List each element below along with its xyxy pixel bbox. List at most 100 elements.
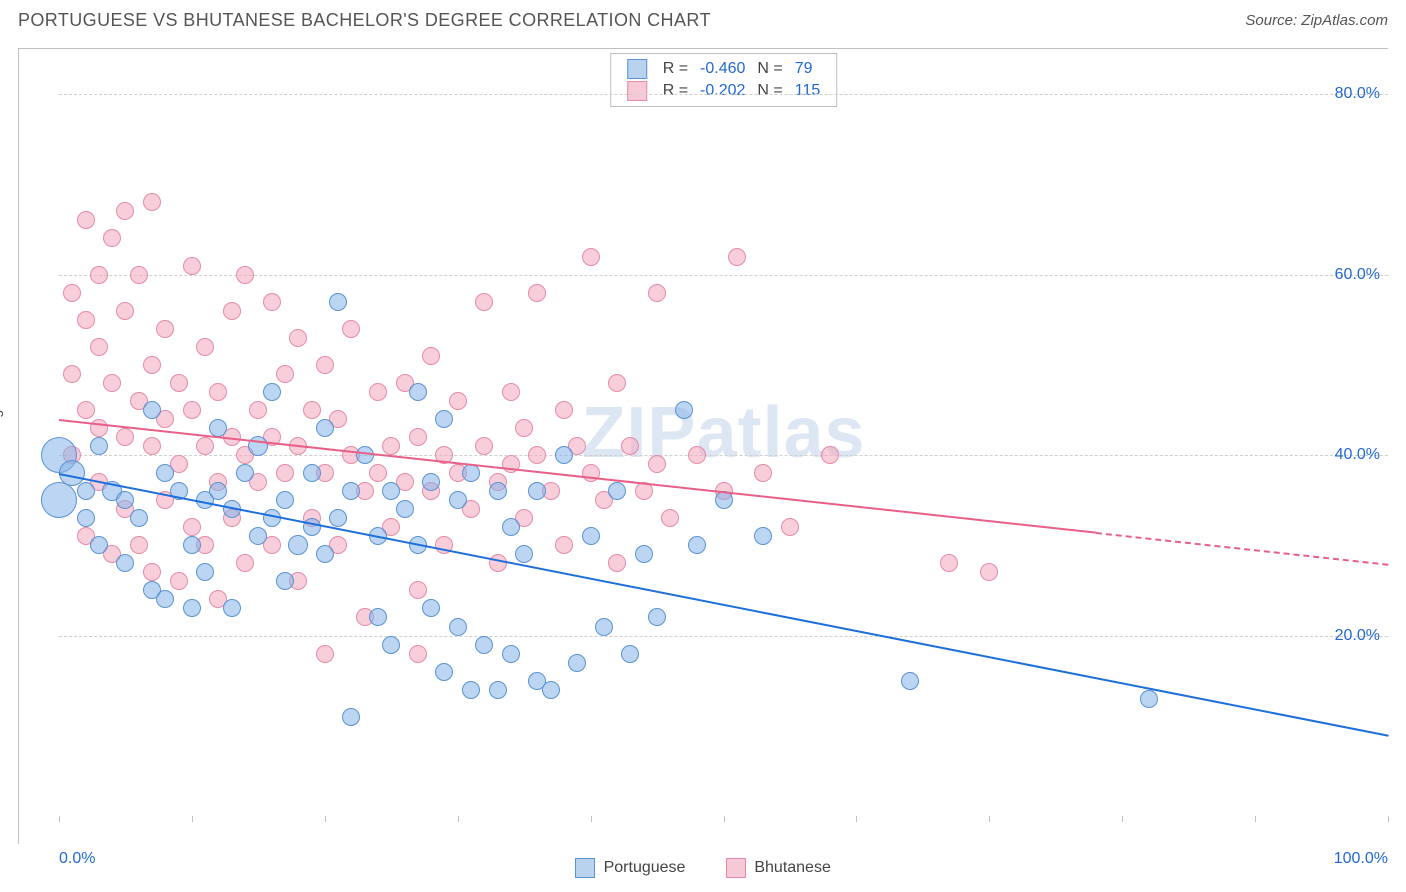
n-label: N = bbox=[751, 58, 788, 80]
scatter-point bbox=[196, 563, 214, 581]
scatter-point bbox=[582, 527, 600, 545]
x-tick bbox=[325, 816, 326, 822]
n-label: N = bbox=[751, 80, 788, 102]
scatter-point bbox=[555, 446, 573, 464]
scatter-point bbox=[90, 338, 108, 356]
scatter-point bbox=[63, 365, 81, 383]
scatter-point bbox=[901, 672, 919, 690]
x-tick bbox=[59, 816, 60, 822]
x-tick bbox=[989, 816, 990, 822]
scatter-point bbox=[183, 518, 201, 536]
plot-area: ZIPatlas R = -0.460 N = 79 R = -0.202 N … bbox=[59, 49, 1388, 816]
source-attribution: Source: ZipAtlas.com bbox=[1245, 12, 1388, 29]
scatter-point bbox=[116, 302, 134, 320]
scatter-point bbox=[595, 618, 613, 636]
scatter-point bbox=[821, 446, 839, 464]
scatter-point bbox=[103, 229, 121, 247]
scatter-point bbox=[728, 248, 746, 266]
scatter-point bbox=[409, 581, 427, 599]
scatter-point bbox=[116, 202, 134, 220]
scatter-point bbox=[276, 572, 294, 590]
legend-item-bhutanese: Bhutanese bbox=[726, 859, 831, 876]
swatch-bhutanese bbox=[726, 858, 746, 878]
scatter-point bbox=[980, 563, 998, 581]
r-label: R = bbox=[657, 80, 694, 102]
scatter-point bbox=[236, 464, 254, 482]
scatter-point bbox=[63, 284, 81, 302]
scatter-point bbox=[528, 284, 546, 302]
scatter-point bbox=[276, 491, 294, 509]
y-tick-label: 60.0% bbox=[1335, 266, 1380, 284]
scatter-point bbox=[183, 401, 201, 419]
gridline bbox=[59, 636, 1388, 637]
r-value: -0.460 bbox=[694, 58, 751, 80]
correlation-table: R = -0.460 N = 79 R = -0.202 N = 115 bbox=[621, 58, 827, 102]
scatter-point bbox=[396, 500, 414, 518]
scatter-point bbox=[342, 708, 360, 726]
scatter-point bbox=[409, 645, 427, 663]
scatter-point bbox=[369, 383, 387, 401]
scatter-point bbox=[90, 536, 108, 554]
scatter-point bbox=[236, 554, 254, 572]
swatch-portuguese bbox=[627, 59, 647, 79]
scatter-point bbox=[209, 383, 227, 401]
scatter-point bbox=[382, 636, 400, 654]
x-tick bbox=[1255, 816, 1256, 822]
scatter-point bbox=[276, 464, 294, 482]
scatter-point bbox=[303, 401, 321, 419]
n-value: 115 bbox=[789, 80, 827, 102]
scatter-point bbox=[130, 536, 148, 554]
scatter-point bbox=[156, 464, 174, 482]
scatter-point bbox=[515, 545, 533, 563]
x-tick bbox=[724, 816, 725, 822]
scatter-point bbox=[183, 599, 201, 617]
scatter-point bbox=[369, 464, 387, 482]
scatter-point bbox=[582, 248, 600, 266]
trend-line bbox=[59, 473, 1388, 737]
scatter-point bbox=[369, 608, 387, 626]
swatch-portuguese bbox=[575, 858, 595, 878]
scatter-point bbox=[621, 437, 639, 455]
scatter-point bbox=[288, 535, 308, 555]
scatter-point bbox=[675, 401, 693, 419]
scatter-point bbox=[940, 554, 958, 572]
scatter-point bbox=[688, 446, 706, 464]
scatter-point bbox=[303, 464, 321, 482]
scatter-point bbox=[316, 645, 334, 663]
scatter-point bbox=[329, 293, 347, 311]
source-name: ZipAtlas.com bbox=[1301, 12, 1388, 29]
r-value: -0.202 bbox=[694, 80, 751, 102]
y-tick-label: 20.0% bbox=[1335, 627, 1380, 645]
r-label: R = bbox=[657, 58, 694, 80]
scatter-point bbox=[77, 482, 95, 500]
scatter-point bbox=[130, 266, 148, 284]
scatter-point bbox=[754, 527, 772, 545]
scatter-point bbox=[249, 527, 267, 545]
scatter-point bbox=[196, 437, 214, 455]
correlation-legend: R = -0.460 N = 79 R = -0.202 N = 115 bbox=[610, 53, 838, 107]
scatter-point bbox=[143, 401, 161, 419]
gridline bbox=[59, 94, 1388, 95]
scatter-point bbox=[130, 509, 148, 527]
scatter-point bbox=[475, 293, 493, 311]
scatter-point bbox=[489, 554, 507, 572]
scatter-point bbox=[542, 681, 560, 699]
scatter-point bbox=[223, 302, 241, 320]
scatter-point bbox=[276, 365, 294, 383]
scatter-point bbox=[329, 509, 347, 527]
x-tick bbox=[192, 816, 193, 822]
scatter-point bbox=[502, 645, 520, 663]
scatter-point bbox=[489, 681, 507, 699]
scatter-point bbox=[382, 482, 400, 500]
scatter-point bbox=[621, 645, 639, 663]
scatter-point bbox=[422, 347, 440, 365]
scatter-point bbox=[90, 437, 108, 455]
scatter-point bbox=[116, 428, 134, 446]
scatter-point bbox=[223, 599, 241, 617]
trend-line-extrapolated bbox=[1096, 532, 1389, 566]
y-tick-label: 80.0% bbox=[1335, 85, 1380, 103]
scatter-point bbox=[156, 320, 174, 338]
scatter-point bbox=[449, 618, 467, 636]
scatter-point bbox=[781, 518, 799, 536]
scatter-point bbox=[249, 401, 267, 419]
